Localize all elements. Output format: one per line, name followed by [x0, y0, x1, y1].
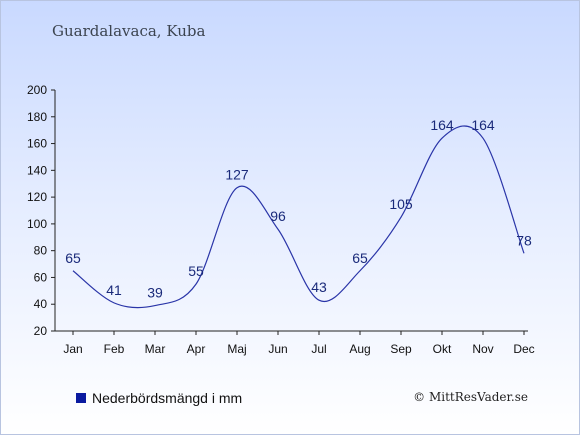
data-label: 164	[471, 117, 495, 133]
x-tick-label: Dec	[513, 342, 534, 356]
x-tick-label: Feb	[104, 342, 125, 356]
y-tick-label: 20	[34, 324, 48, 338]
data-label: 127	[225, 167, 249, 183]
x-tick-label: Nov	[472, 342, 493, 356]
y-tick-label: 40	[34, 297, 48, 311]
data-label: 41	[106, 282, 122, 298]
legend-swatch	[76, 393, 86, 403]
y-tick-label: 180	[27, 110, 47, 124]
y-tick-label: 140	[27, 163, 47, 177]
data-label: 65	[65, 250, 81, 266]
credit-text: © MittResVader.se	[413, 390, 528, 404]
data-label: 96	[270, 208, 286, 224]
data-label: 78	[516, 232, 532, 248]
x-tick-label: Okt	[433, 342, 452, 356]
tick-labels: 20 40 60 80 100 120 140 160 180 200 Jan Feb Mar Apr Ma…	[27, 83, 535, 356]
data-label: 65	[352, 250, 368, 266]
data-label: 55	[188, 263, 204, 279]
x-tick-label: Mar	[145, 342, 166, 356]
y-tick-label: 120	[27, 190, 47, 204]
y-tick-label: 100	[27, 217, 47, 231]
y-tick-label: 80	[34, 244, 48, 258]
x-tick-label: Apr	[187, 342, 206, 356]
y-tick-label: 200	[27, 83, 47, 97]
x-tick-label: Maj	[227, 342, 246, 356]
axes	[51, 89, 528, 335]
data-label: 43	[311, 279, 327, 295]
legend-label: Nederbördsmängd i mm	[92, 390, 243, 406]
x-tick-label: Sep	[390, 342, 412, 356]
chart-title: Guardalavaca, Kuba	[52, 22, 206, 40]
y-tick-label: 160	[27, 137, 47, 151]
series-line	[72, 125, 525, 309]
x-tick-label: Jan	[63, 342, 82, 356]
x-tick-label: Jul	[311, 342, 326, 356]
x-tick-label: Aug	[349, 342, 370, 356]
legend: Nederbördsmängd i mm	[76, 390, 242, 406]
x-tick-label: Jun	[268, 342, 287, 356]
y-tick-label: 60	[34, 270, 48, 284]
data-label: 39	[147, 285, 163, 301]
data-label: 164	[430, 117, 454, 133]
data-label: 105	[389, 196, 413, 212]
data-labels: 65 41 39 55 127 96 43 65 105 164 164 78	[65, 117, 532, 300]
